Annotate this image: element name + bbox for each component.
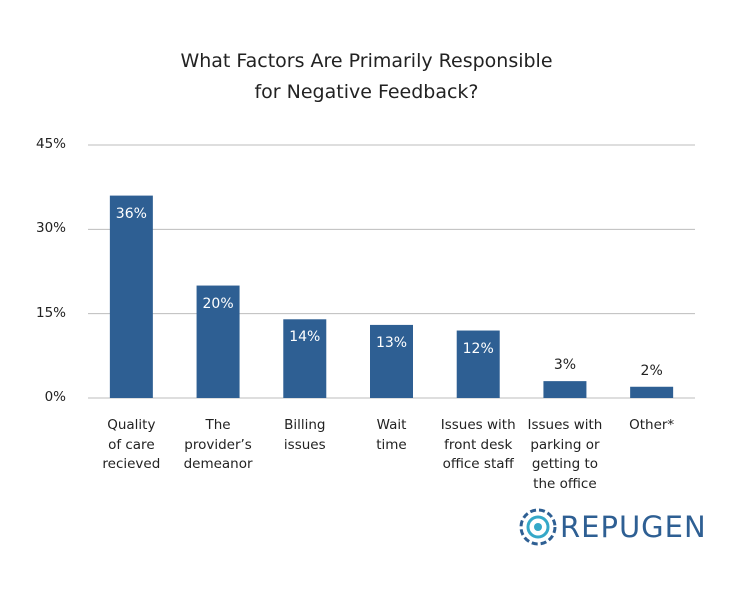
y-tick-label: 0% xyxy=(44,389,66,405)
x-tick-label: Issues with front desk office staff xyxy=(440,417,516,472)
value-label: 2% xyxy=(640,362,663,379)
value-label: 3% xyxy=(553,357,577,374)
chart-title: What Factors Are Primarily Responsible f… xyxy=(180,50,553,103)
bar xyxy=(196,285,240,398)
x-tick-label: Billing issues xyxy=(283,417,326,453)
logo-text: REPUGEN xyxy=(560,510,707,544)
bar xyxy=(456,330,500,398)
bar xyxy=(283,319,327,398)
y-tick-label: 30% xyxy=(35,220,66,237)
x-tick-label: Quality of care recieved xyxy=(102,417,161,472)
bar xyxy=(109,195,153,398)
x-tick-label: Other* xyxy=(629,417,675,433)
y-tick-label: 15% xyxy=(35,304,66,321)
value-label: 14% xyxy=(289,329,321,346)
value-label: 12% xyxy=(462,340,494,357)
value-label: 13% xyxy=(375,334,408,351)
x-tick-label: The provider’s demeanor xyxy=(183,417,253,472)
bar xyxy=(370,324,413,398)
y-tick-label: 45% xyxy=(35,136,66,152)
x-tick-label: Wait time xyxy=(376,417,407,453)
value-label: 36% xyxy=(115,205,147,222)
value-label: 20% xyxy=(202,295,234,312)
logo-icon xyxy=(519,508,557,546)
x-tick-label: Issues with parking or getting to the of… xyxy=(527,417,603,492)
bar xyxy=(543,381,587,398)
bar xyxy=(630,386,674,398)
